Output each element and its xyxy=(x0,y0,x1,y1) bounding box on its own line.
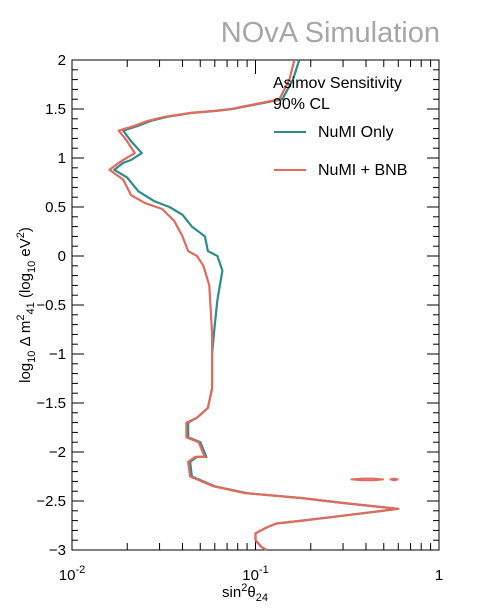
x-tick-labels: 10-2 10-1 1 xyxy=(59,564,443,584)
y-axis-title: log10 Δ m241 (log10 eV2) xyxy=(15,227,38,383)
y-tick-label: −0.5 xyxy=(36,297,66,314)
legend: Asimov Sensitivity 90% CL NuMI Only NuMI… xyxy=(273,75,407,179)
sensitivity-curves xyxy=(108,59,400,551)
y-tick-label: 1.5 xyxy=(45,101,66,118)
legend-title-line-2: 90% CL xyxy=(273,96,330,113)
y-tick-label: 0 xyxy=(58,248,66,265)
y-tick-label: −2 xyxy=(49,444,66,461)
series-island-contour xyxy=(389,477,399,482)
y-tick-label: −3 xyxy=(49,542,66,559)
x-tick-label: 10-2 xyxy=(59,564,85,584)
legend-label-numi-only: NuMI Only xyxy=(318,124,394,141)
x-tick-label: 1 xyxy=(435,567,443,584)
x-tick-label: 10-1 xyxy=(242,564,268,584)
y-tick-label: 0.5 xyxy=(45,199,66,216)
watermark-label: NOvA Simulation xyxy=(221,17,440,49)
series-island-contour xyxy=(350,477,384,482)
x-axis-title: sin2θ24 xyxy=(222,582,268,604)
y-tick-labels: 2 1.5 1 0.5 0 −0.5 −1 −1.5 −2 −2.5 −3 xyxy=(36,52,66,559)
legend-title-line-1: Asimov Sensitivity xyxy=(273,75,402,92)
y-tick-label: −2.5 xyxy=(36,493,66,510)
y-tick-label: −1 xyxy=(49,346,66,363)
y-tick-label: −1.5 xyxy=(36,395,66,412)
axis-ticks xyxy=(71,59,440,551)
legend-label-numi-bnb: NuMI + BNB xyxy=(318,162,407,179)
series-line-numi-bnb xyxy=(108,59,400,551)
y-tick-label: 1 xyxy=(58,150,66,167)
y-tick-label: 2 xyxy=(58,52,66,69)
